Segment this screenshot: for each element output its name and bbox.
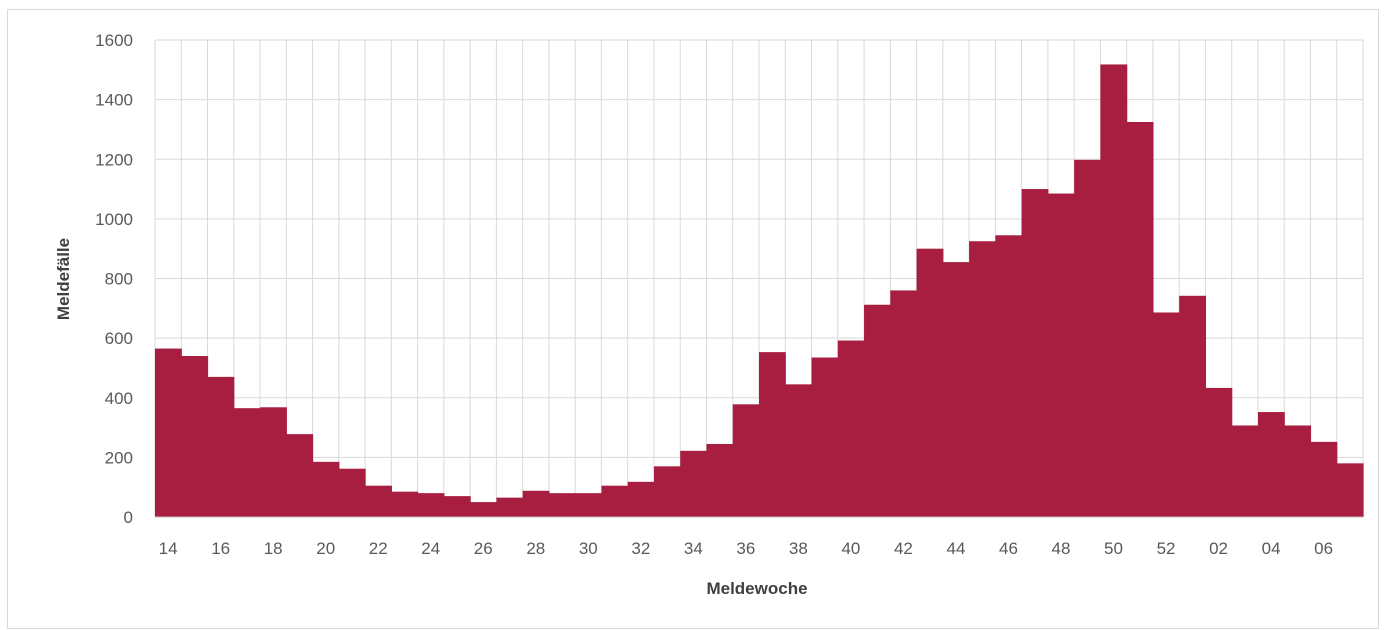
bar-week-04 bbox=[1257, 412, 1285, 517]
x-tick-label: 04 bbox=[1262, 539, 1281, 558]
bar-week-40 bbox=[837, 340, 865, 517]
bar-week-39 bbox=[811, 357, 839, 517]
bar-week-28 bbox=[522, 490, 550, 517]
y-axis-ticks: 0 200 400 600 800 1000 1200 1400 1600 bbox=[95, 31, 133, 527]
y-tick-label: 1200 bbox=[95, 150, 133, 169]
x-tick-label: 40 bbox=[841, 539, 860, 558]
bar-week-19 bbox=[286, 434, 314, 517]
bar-week-16 bbox=[207, 376, 235, 517]
bar-week-26 bbox=[470, 502, 497, 517]
x-tick-label: 28 bbox=[526, 539, 545, 558]
bar-week-22 bbox=[365, 485, 392, 517]
x-tick-label: 06 bbox=[1314, 539, 1333, 558]
bar-week-45 bbox=[969, 241, 996, 517]
bar-week-25 bbox=[443, 496, 471, 517]
bar-week-15 bbox=[181, 356, 209, 517]
x-tick-label: 44 bbox=[946, 539, 965, 558]
y-tick-label: 0 bbox=[124, 508, 133, 527]
bar-week-03 bbox=[1231, 425, 1259, 517]
x-tick-label: 52 bbox=[1157, 539, 1176, 558]
bar-week-47 bbox=[1021, 189, 1049, 517]
y-tick-label: 200 bbox=[105, 448, 133, 467]
x-tick-label: 42 bbox=[894, 539, 913, 558]
y-tick-label: 1400 bbox=[95, 91, 133, 110]
data-area bbox=[155, 64, 1364, 518]
bar-week-49 bbox=[1074, 159, 1101, 517]
x-tick-label: 20 bbox=[316, 539, 335, 558]
bar-week-02 bbox=[1205, 387, 1233, 517]
x-tick-label: 22 bbox=[369, 539, 388, 558]
bar-week-42 bbox=[890, 290, 918, 517]
x-tick-label: 50 bbox=[1104, 539, 1123, 558]
bar-week-38 bbox=[785, 384, 813, 517]
x-tick-label: 46 bbox=[999, 539, 1018, 558]
bar-week-51 bbox=[1126, 121, 1154, 517]
bar-week-07 bbox=[1336, 463, 1364, 517]
x-tick-label: 02 bbox=[1209, 539, 1228, 558]
y-tick-label: 800 bbox=[105, 270, 133, 289]
x-tick-label: 36 bbox=[736, 539, 755, 558]
y-tick-label: 400 bbox=[105, 389, 133, 408]
x-axis-title: Meldewoche bbox=[706, 579, 807, 598]
x-tick-label: 30 bbox=[579, 539, 598, 558]
x-tick-label: 24 bbox=[421, 539, 440, 558]
bar-week-46 bbox=[995, 235, 1023, 517]
bar-week-24 bbox=[417, 493, 445, 517]
x-tick-label: 38 bbox=[789, 539, 808, 558]
bar-week-20 bbox=[312, 461, 340, 517]
bar-week-23 bbox=[391, 491, 419, 517]
bar-week-41 bbox=[864, 304, 891, 517]
y-tick-label: 1600 bbox=[95, 31, 133, 50]
bar-week-36 bbox=[732, 404, 760, 517]
y-tick-label: 600 bbox=[105, 329, 133, 348]
x-tick-label: 48 bbox=[1052, 539, 1071, 558]
y-tick-label: 1000 bbox=[95, 210, 133, 229]
x-tick-label: 16 bbox=[211, 539, 230, 558]
x-tick-label: 14 bbox=[159, 539, 178, 558]
x-tick-label: 26 bbox=[474, 539, 493, 558]
bar-week-31 bbox=[601, 485, 629, 517]
bar-week-17 bbox=[233, 408, 261, 517]
bar-week-43 bbox=[916, 248, 944, 517]
bar-week-01 bbox=[1179, 295, 1207, 517]
x-axis-ticks: 14 16 18 20 22 24 26 28 30 32 34 36 38 40 42 44 46 48 50 52… bbox=[159, 539, 1333, 558]
bar-week-35 bbox=[706, 443, 734, 517]
x-tick-label: 32 bbox=[631, 539, 650, 558]
x-tick-label: 18 bbox=[264, 539, 283, 558]
bar-week-21 bbox=[338, 468, 366, 517]
bar-week-34 bbox=[680, 450, 708, 517]
bar-week-52 bbox=[1152, 312, 1180, 517]
bar-week-06 bbox=[1310, 441, 1338, 517]
bar-week-32 bbox=[627, 481, 655, 517]
bar-week-29 bbox=[548, 493, 576, 517]
bar-week-33 bbox=[653, 466, 681, 517]
bar-week-50 bbox=[1100, 64, 1128, 517]
bar-week-27 bbox=[496, 497, 524, 517]
bar-week-44 bbox=[942, 262, 970, 517]
bar-week-18 bbox=[260, 407, 287, 517]
y-axis-title: Meldefälle bbox=[54, 238, 73, 320]
bar-week-30 bbox=[575, 493, 603, 517]
bar-week-14 bbox=[155, 348, 182, 517]
bar-week-37 bbox=[759, 352, 786, 517]
bar-week-05 bbox=[1284, 425, 1312, 517]
bar-week-48 bbox=[1047, 193, 1075, 518]
x-tick-label: 34 bbox=[684, 539, 703, 558]
